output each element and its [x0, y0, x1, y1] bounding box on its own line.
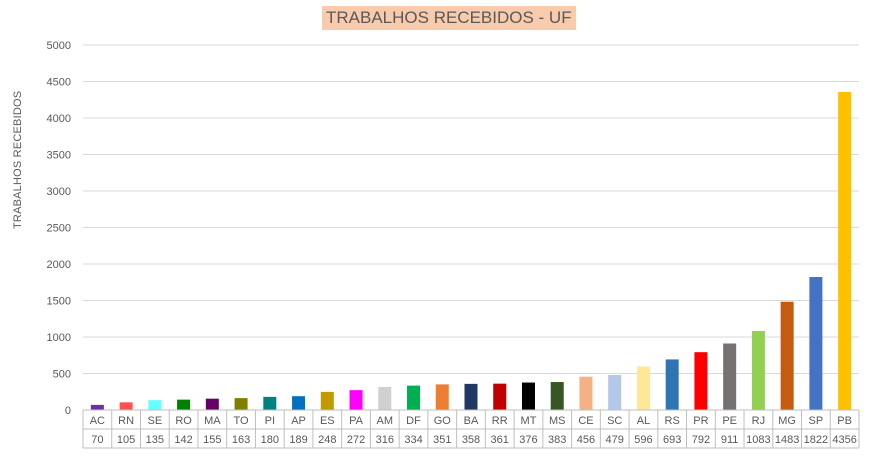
value-label: 479 — [606, 434, 624, 446]
bar-go — [435, 384, 449, 410]
bar-ro — [177, 399, 191, 410]
y-tick-label: 4500 — [47, 77, 71, 89]
bar-ba — [464, 383, 478, 410]
value-label: 272 — [347, 434, 365, 446]
x-tick-label: PB — [837, 415, 852, 427]
bar-am — [378, 386, 392, 410]
x-tick-label: RN — [118, 415, 134, 427]
value-label: 70 — [91, 434, 103, 446]
y-tick-label: 1500 — [47, 296, 71, 308]
x-tick-label: AL — [637, 415, 650, 427]
x-tick-label: DF — [406, 415, 421, 427]
value-label: 1483 — [775, 434, 799, 446]
y-tick-label: 3500 — [47, 150, 71, 162]
bar-ap — [292, 396, 306, 410]
x-tick-label: PI — [265, 415, 275, 427]
bar-pi — [263, 396, 277, 410]
bars — [90, 92, 852, 411]
bar-to — [234, 398, 248, 410]
x-tick-label: MS — [549, 415, 566, 427]
value-label: 135 — [146, 434, 164, 446]
value-label: 456 — [577, 434, 595, 446]
data-table: AC 70 RN 105 SE 135 RO 142 MA 155 TO 163 PI 180 AP 189 E… — [82, 409, 860, 449]
x-tick-label: PR — [693, 415, 708, 427]
x-tick-label: RR — [492, 415, 508, 427]
value-label: 358 — [462, 434, 480, 446]
bar-rn — [119, 402, 133, 410]
bar-ce — [579, 376, 593, 410]
x-tick-label: AP — [291, 415, 306, 427]
value-label: 361 — [491, 434, 509, 446]
y-tick-label: 1000 — [47, 332, 71, 344]
x-tick-label: CE — [578, 415, 593, 427]
value-label: 189 — [289, 434, 307, 446]
bar-sp — [809, 276, 823, 410]
x-tick-label: TO — [234, 415, 250, 427]
x-tick-label: AC — [90, 415, 105, 427]
x-tick-label: ES — [320, 415, 335, 427]
value-label: 596 — [634, 434, 652, 446]
value-label: 334 — [404, 434, 422, 446]
x-tick-label: MG — [778, 415, 796, 427]
y-tick-label: 2500 — [47, 223, 71, 235]
y-tick-label: 0 — [65, 405, 71, 417]
x-tick-label: SP — [809, 415, 824, 427]
bar-pb — [838, 92, 852, 411]
value-label: 4356 — [832, 434, 856, 446]
bar-mg — [780, 301, 794, 410]
value-label: 248 — [318, 434, 336, 446]
value-label: 1083 — [746, 434, 770, 446]
y-tick-label: 2000 — [47, 259, 71, 271]
y-tick-label: 500 — [53, 369, 71, 381]
value-label: 351 — [433, 434, 451, 446]
value-label: 163 — [232, 434, 250, 446]
value-label: 180 — [261, 434, 279, 446]
bar-ma — [205, 398, 219, 410]
value-label: 1822 — [804, 434, 828, 446]
bar-df — [407, 385, 421, 410]
bar-se — [148, 400, 162, 410]
value-label: 693 — [663, 434, 681, 446]
bar-mt — [521, 382, 535, 410]
value-label: 383 — [548, 434, 566, 446]
bar-pr — [694, 352, 708, 410]
x-tick-label: MT — [521, 415, 537, 427]
y-tick-label: 4000 — [47, 113, 71, 125]
bar-rs — [665, 359, 679, 410]
bar-sc — [608, 375, 622, 410]
x-tick-label: AM — [377, 415, 394, 427]
x-tick-label: RJ — [752, 415, 765, 427]
bar-al — [636, 366, 650, 410]
x-tick-label: SC — [607, 415, 622, 427]
y-tick-labels: 0 500 1000 1500 2000 2500 3000 3500 4000 4500 5000 — [47, 40, 71, 417]
x-tick-label: GO — [434, 415, 452, 427]
value-label: 376 — [519, 434, 537, 446]
bar-ms — [550, 382, 564, 410]
bar-es — [320, 391, 334, 410]
bar-pa — [349, 390, 363, 410]
bar-rr — [493, 383, 507, 410]
x-tick-label: SE — [148, 415, 163, 427]
x-tick-label: BA — [464, 415, 479, 427]
gridlines — [83, 44, 859, 374]
value-label: 911 — [721, 434, 739, 446]
y-tick-label: 5000 — [47, 40, 71, 52]
value-label: 155 — [203, 434, 221, 446]
value-label: 792 — [692, 434, 710, 446]
chart-title: TRABALHOS RECEBIDOS - UF — [322, 6, 576, 30]
value-label: 316 — [376, 434, 394, 446]
bar-ac — [90, 404, 104, 410]
x-tick-label: MA — [204, 415, 221, 427]
x-tick-label: PE — [722, 415, 737, 427]
value-label: 105 — [117, 434, 135, 446]
bar-rj — [751, 330, 765, 410]
x-tick-label: PA — [349, 415, 364, 427]
x-tick-label: RS — [665, 415, 680, 427]
x-tick-label: RO — [175, 415, 192, 427]
y-tick-label: 3000 — [47, 186, 71, 198]
value-label: 142 — [174, 434, 192, 446]
bar-pe — [723, 343, 737, 410]
